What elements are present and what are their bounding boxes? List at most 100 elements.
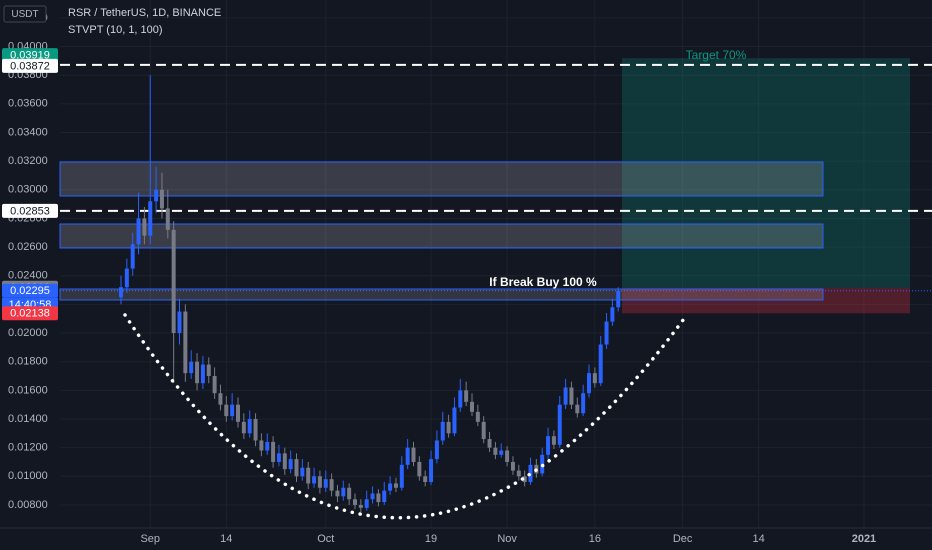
candle-body	[616, 290, 621, 308]
candle-body	[516, 470, 521, 477]
price-marker-label: 0.03919	[10, 50, 50, 62]
candle-body	[440, 421, 445, 441]
candle-body	[505, 450, 510, 462]
y-tick-label: 0.03400	[8, 126, 48, 138]
candle-body	[265, 441, 270, 451]
candle-body	[230, 404, 235, 417]
candle-body	[376, 493, 381, 503]
candle-body	[253, 418, 258, 441]
candle-body	[353, 499, 357, 505]
candle-body	[347, 487, 352, 500]
candle-body	[487, 439, 492, 448]
candle-body	[405, 447, 410, 465]
x-tick-label: 2021	[852, 533, 876, 545]
candle-body	[393, 483, 398, 488]
candle-body	[183, 311, 188, 374]
candle-body	[557, 404, 562, 445]
candle-body	[592, 373, 597, 384]
y-tick-label: 0.02600	[8, 241, 48, 253]
candle-body	[200, 364, 205, 384]
y-tick-label: 0.03000	[8, 184, 48, 196]
target-label: Target 70%	[686, 48, 747, 62]
candle-body	[388, 483, 393, 491]
x-tick-label: 14	[753, 533, 765, 545]
candle-body	[177, 311, 182, 334]
candle-body	[598, 344, 603, 384]
candle-body	[452, 407, 457, 434]
indicator: STVPT (10, 1, 100)	[68, 24, 163, 36]
candle-body	[195, 361, 200, 384]
candle-body	[551, 436, 556, 445]
price-marker	[2, 203, 58, 218]
candle-body	[294, 459, 299, 477]
candle-body	[581, 393, 586, 414]
x-tick-label: 19	[425, 533, 437, 545]
candle-body	[306, 467, 311, 484]
price-marker	[2, 48, 58, 63]
y-tick-label: 0.01600	[8, 384, 48, 396]
candle-body	[335, 490, 340, 497]
candle-body	[119, 287, 123, 298]
candle-body	[323, 479, 328, 488]
candle-body	[604, 321, 609, 345]
candle-body	[241, 421, 246, 434]
y-tick-label: 0.01800	[8, 356, 48, 368]
x-tick-label: Sep	[140, 533, 160, 545]
candle-body	[610, 307, 615, 322]
candle-body	[142, 218, 147, 236]
candle-body	[458, 390, 463, 408]
candle-body	[446, 421, 451, 434]
candle-body	[171, 229, 176, 334]
candle-body	[218, 393, 223, 405]
axis-labels: 0.00800 0.01000 0.01200 0.01400 0.01600 0.018…	[2, 12, 58, 511]
price-marker-label: 0.02853	[10, 205, 50, 217]
candle-body	[236, 404, 240, 422]
chart-title: RSR / TetherUS, 1D, BINANCE	[68, 7, 221, 19]
candle-body	[189, 361, 194, 374]
price-marker	[2, 283, 58, 298]
price-marker	[2, 58, 58, 73]
candle-body	[464, 390, 469, 402]
x-tick-label: Oct	[317, 533, 334, 545]
candles	[119, 75, 621, 513]
candle-body	[329, 479, 334, 491]
y-tick-label: 0.02400	[8, 270, 48, 282]
candle-body	[165, 208, 170, 230]
candle-body	[358, 504, 363, 508]
candle-body	[288, 459, 293, 470]
candle-body	[481, 421, 486, 440]
candle-body	[130, 244, 135, 269]
candle-body	[546, 436, 551, 455]
candle-body	[569, 387, 574, 405]
candle-body	[423, 476, 428, 483]
break-label: If Break Buy 100 %	[489, 275, 597, 289]
price-axis	[0, 0, 58, 528]
candle-body	[429, 459, 434, 483]
price-marker	[2, 306, 58, 321]
candle-body	[411, 447, 416, 462]
candle-body	[124, 268, 129, 288]
candle-body	[510, 461, 515, 471]
candle-body	[417, 461, 422, 477]
candle-body	[399, 464, 404, 488]
candle-body	[475, 411, 480, 422]
currency-box	[3, 5, 47, 23]
price-marker-label: 0.02295	[10, 285, 50, 297]
resistance-box	[59, 161, 824, 197]
stop-zone	[622, 287, 910, 314]
candle-body	[224, 404, 229, 417]
price-marker-label: 0.02138	[10, 308, 50, 320]
currency: USDT	[11, 9, 38, 20]
candle-body	[148, 201, 153, 236]
y-tick-label: 0.02000	[8, 327, 48, 339]
candle-body	[247, 418, 252, 434]
candle-body	[382, 490, 387, 503]
y-tick-label: 0.00800	[8, 499, 48, 511]
candle-body	[282, 453, 287, 470]
candle-body	[575, 404, 580, 414]
y-tick-label: 0.01000	[8, 470, 48, 482]
y-tick-label: 0.03200	[8, 155, 48, 167]
